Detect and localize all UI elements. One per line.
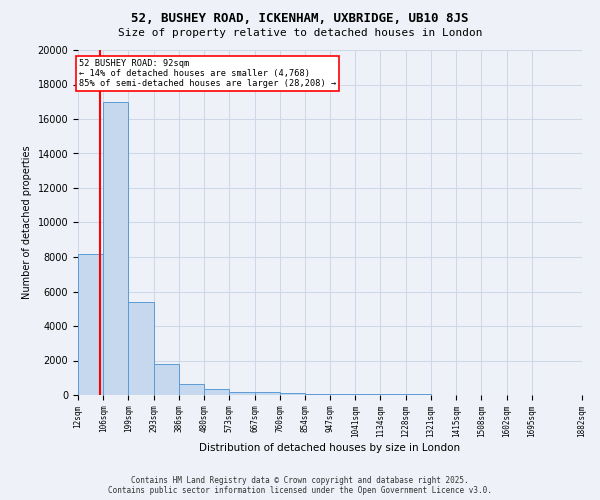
Bar (254, 392, 280, 395)
Bar (330, 394, 355, 395)
Bar (179, 384, 204, 395)
Text: 52, BUSHEY ROAD, ICKENHAM, UXBRIDGE, UB10 8JS: 52, BUSHEY ROAD, ICKENHAM, UXBRIDGE, UB1… (131, 12, 469, 26)
X-axis label: Distribution of detached houses by size in London: Distribution of detached houses by size … (199, 442, 461, 452)
Bar (305, 394, 330, 395)
Text: Contains HM Land Registry data © Crown copyright and database right 2025.
Contai: Contains HM Land Registry data © Crown c… (108, 476, 492, 495)
Bar (229, 392, 254, 395)
Bar (280, 394, 305, 395)
Bar (204, 390, 229, 395)
Bar (380, 394, 406, 395)
Bar (103, 102, 128, 395)
Text: 52 BUSHEY ROAD: 92sqm
← 14% of detached houses are smaller (4,768)
85% of semi-d: 52 BUSHEY ROAD: 92sqm ← 14% of detached … (79, 58, 336, 88)
Bar (128, 302, 154, 395)
Bar (355, 394, 380, 395)
Text: Size of property relative to detached houses in London: Size of property relative to detached ho… (118, 28, 482, 38)
Y-axis label: Number of detached properties: Number of detached properties (22, 146, 32, 300)
Bar (154, 364, 179, 395)
Bar (406, 394, 431, 395)
Bar (78, 254, 103, 395)
